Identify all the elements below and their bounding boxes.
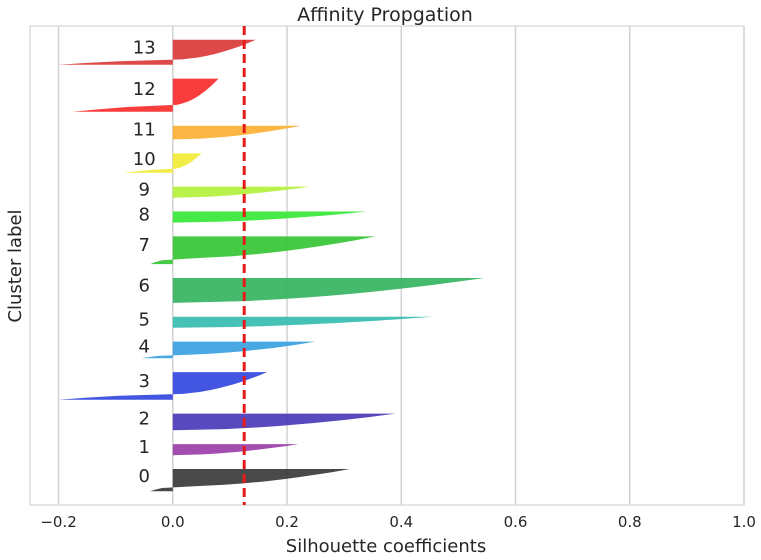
silhouette-cluster-6 bbox=[172, 278, 485, 303]
cluster-label-4: 4 bbox=[139, 336, 150, 357]
silhouette-cluster-3 bbox=[58, 372, 267, 400]
cluster-label-2: 2 bbox=[139, 408, 150, 429]
x-tick-label: 0.0 bbox=[161, 513, 185, 531]
x-tick-label: 1.0 bbox=[732, 513, 756, 531]
cluster-label-12: 12 bbox=[133, 79, 156, 100]
x-tick-label: 0.8 bbox=[618, 513, 642, 531]
x-tick-label: 0.4 bbox=[389, 513, 413, 531]
cluster-label-8: 8 bbox=[139, 204, 150, 225]
cluster-label-6: 6 bbox=[139, 276, 150, 297]
silhouette-cluster-9 bbox=[172, 186, 310, 198]
cluster-label-5: 5 bbox=[139, 310, 150, 331]
cluster-label-7: 7 bbox=[139, 235, 150, 256]
plot-area bbox=[29, 25, 745, 506]
chart-title: Affinity Propgation bbox=[297, 4, 473, 26]
silhouette-cluster-10 bbox=[124, 153, 202, 173]
x-axis-title: Silhouette coefficients bbox=[286, 536, 486, 557]
cluster-label-9: 9 bbox=[139, 179, 150, 200]
silhouette-cluster-11 bbox=[172, 125, 302, 140]
silhouette-cluster-2 bbox=[172, 413, 396, 431]
cluster-label-10: 10 bbox=[133, 149, 156, 170]
cluster-label-3: 3 bbox=[139, 371, 150, 392]
silhouette-cluster-8 bbox=[172, 211, 367, 223]
x-tick-label: 0.2 bbox=[275, 513, 299, 531]
x-tick-label: 0.6 bbox=[504, 513, 528, 531]
silhouette-cluster-0 bbox=[150, 469, 350, 492]
silhouette-cluster-5 bbox=[172, 316, 433, 328]
silhouette-cluster-1 bbox=[172, 444, 299, 456]
cluster-label-13: 13 bbox=[133, 38, 156, 59]
silhouette-cluster-7 bbox=[150, 236, 376, 265]
cluster-label-0: 0 bbox=[139, 466, 150, 487]
cluster-label-11: 11 bbox=[133, 120, 156, 141]
y-axis-title: Cluster label bbox=[5, 209, 26, 322]
x-tick-labels: −0.2 0.0 0.2 0.4 0.6 0.8 1.0 bbox=[40, 513, 756, 531]
silhouette-cluster-13 bbox=[58, 39, 256, 65]
x-tick-label: −0.2 bbox=[40, 513, 76, 531]
silhouette-cluster-4 bbox=[141, 341, 316, 359]
silhouette-cluster-12 bbox=[72, 78, 219, 112]
silhouette-bars bbox=[58, 39, 485, 492]
cluster-label-1: 1 bbox=[139, 437, 150, 458]
